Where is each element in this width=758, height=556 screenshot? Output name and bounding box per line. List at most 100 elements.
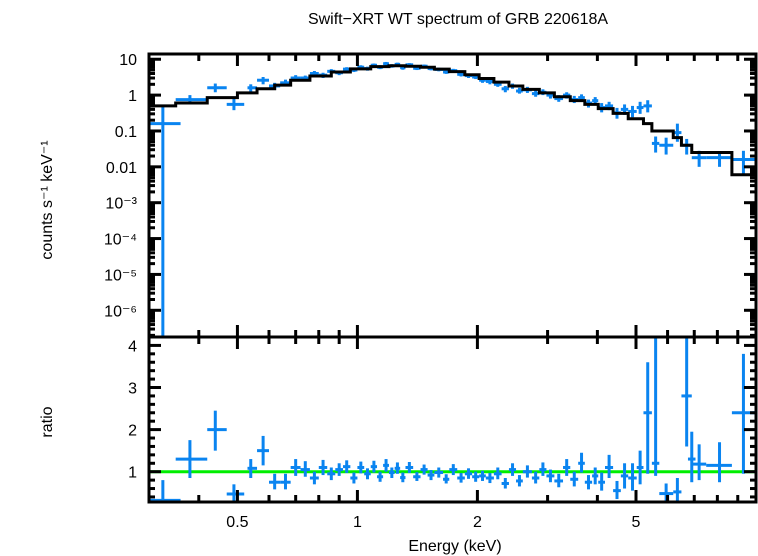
- ratio-y-tick-label: 3: [128, 381, 137, 398]
- ratio-data-point: [516, 475, 523, 487]
- ratio-data-point: [175, 440, 208, 479]
- ratio-data-point: [226, 484, 245, 502]
- y-tick-label: 10⁻⁴: [104, 232, 137, 249]
- ratio-data-point: [636, 450, 644, 485]
- ratio-data-point: [280, 473, 291, 490]
- ratio-data-point: [449, 464, 458, 476]
- y-tick-label: 10⁻⁵: [104, 267, 137, 284]
- spectrum-data-point: [257, 76, 269, 85]
- ratio-y-tick-label: 4: [128, 338, 137, 355]
- y-tick-label: 0.01: [106, 160, 137, 177]
- ratio-data-point: [309, 471, 319, 485]
- ratio-data-point: [377, 471, 384, 482]
- ratio-data-point: [693, 444, 707, 481]
- y-axis-label-spectrum: counts s⁻¹ keV⁻¹: [39, 140, 56, 259]
- ratio-data-point: [318, 459, 328, 476]
- ratio-data-point: [350, 472, 358, 484]
- ratio-data-point: [681, 337, 692, 447]
- ratio-data-point: [247, 459, 258, 479]
- tick-marks: [147, 54, 758, 502]
- ratio-data-point: [643, 362, 652, 474]
- ratio-data-point: [443, 474, 450, 484]
- ratio-y-tick-label: 2: [128, 423, 137, 440]
- ratio-data-point: [706, 442, 732, 483]
- ratio-data-point: [613, 480, 621, 500]
- spectrum-data-point: [651, 136, 660, 153]
- spectrum-data-point: [643, 100, 652, 113]
- y-tick-label: 10: [119, 52, 137, 69]
- spectrum-data-points: [149, 61, 756, 337]
- ratio-data-points: [149, 337, 756, 502]
- spectrum-data-point: [226, 98, 245, 111]
- ratio-data-point: [522, 465, 532, 478]
- spectrum-data-point: [501, 85, 509, 93]
- ratio-data-point: [149, 480, 181, 502]
- spectrum-data-point: [247, 84, 258, 93]
- y-tick-label: 10⁻⁶: [104, 303, 137, 320]
- ratio-y-tick-label: 1: [128, 465, 137, 482]
- ratio-data-point: [485, 472, 494, 484]
- spectrum-data-point: [149, 105, 181, 337]
- spectrum-data-point: [636, 101, 644, 114]
- spectrum-data-point: [659, 137, 674, 155]
- ratio-data-point: [420, 464, 428, 475]
- ratio-data-point: [554, 473, 564, 488]
- ratio-data-point: [501, 478, 509, 489]
- ratio-data-point: [546, 469, 555, 483]
- x-tick-label: 1: [353, 514, 362, 531]
- y-tick-label: 10⁻³: [105, 196, 137, 213]
- ratio-data-point: [268, 473, 281, 490]
- ratio-data-point: [342, 460, 351, 473]
- ratio-data-point: [434, 467, 444, 478]
- ratio-data-point: [508, 463, 517, 476]
- ratio-data-point: [370, 460, 378, 473]
- spectrum-model-line: [149, 64, 756, 177]
- ratio-data-point: [687, 431, 696, 483]
- ratio-data-point: [472, 471, 480, 482]
- x-axis-label: Energy (keV): [408, 538, 501, 555]
- spectrum-data-point: [516, 87, 523, 94]
- ratio-data-point: [578, 452, 585, 473]
- ratio-data-point: [531, 471, 540, 484]
- ratio-data-point: [464, 468, 473, 479]
- tick-labels: 10 1 0.1 0.01 10⁻³ 10⁻⁴ 10⁻⁵ 10⁻⁶ 1 2 3 4 0.5 1 2 5: [104, 52, 641, 531]
- ratio-data-point: [457, 472, 465, 483]
- ratio-data-point: [257, 435, 269, 466]
- spectrum-data-point: [628, 105, 637, 118]
- ratio-data-point: [563, 459, 571, 476]
- ratio-data-point: [605, 454, 614, 479]
- ratio-data-point: [570, 471, 579, 487]
- ratio-data-point: [405, 462, 414, 473]
- spectrum-data-point: [731, 150, 756, 175]
- ratio-data-point: [592, 467, 599, 485]
- ratio-data-point: [388, 467, 395, 479]
- y-tick-label: 1: [128, 88, 137, 105]
- ratio-data-point: [628, 463, 637, 491]
- model-step-line: [149, 64, 756, 177]
- spectrum-data-point: [706, 151, 732, 167]
- ratio-data-point: [427, 470, 435, 481]
- ratio-data-point: [673, 478, 682, 502]
- x-tick-label: 5: [632, 514, 641, 531]
- spectrum-data-point: [383, 61, 389, 66]
- ratio-data-point: [539, 462, 547, 476]
- ratio-data-point: [400, 472, 406, 483]
- ratio-data-point: [479, 470, 486, 481]
- ratio-data-point: [300, 461, 310, 477]
- ratio-data-point: [394, 462, 401, 474]
- ratio-data-point: [620, 463, 629, 489]
- spectrum-frame: [147, 52, 758, 339]
- ratio-data-point: [651, 337, 660, 476]
- ratio-data-point: [584, 475, 593, 490]
- chart-title: Swift−XRT WT spectrum of GRB 220618A: [308, 11, 608, 28]
- ratio-data-point: [335, 463, 343, 476]
- y-axis-label-ratio: ratio: [39, 406, 56, 437]
- ratio-data-point: [207, 410, 227, 451]
- axes: [147, 52, 758, 504]
- ratio-data-point: [598, 472, 606, 491]
- spectrum-data-point: [207, 83, 227, 93]
- y-tick-label: 0.1: [115, 124, 137, 141]
- x-tick-label: 0.5: [226, 514, 248, 531]
- ratio-data-point: [493, 467, 502, 480]
